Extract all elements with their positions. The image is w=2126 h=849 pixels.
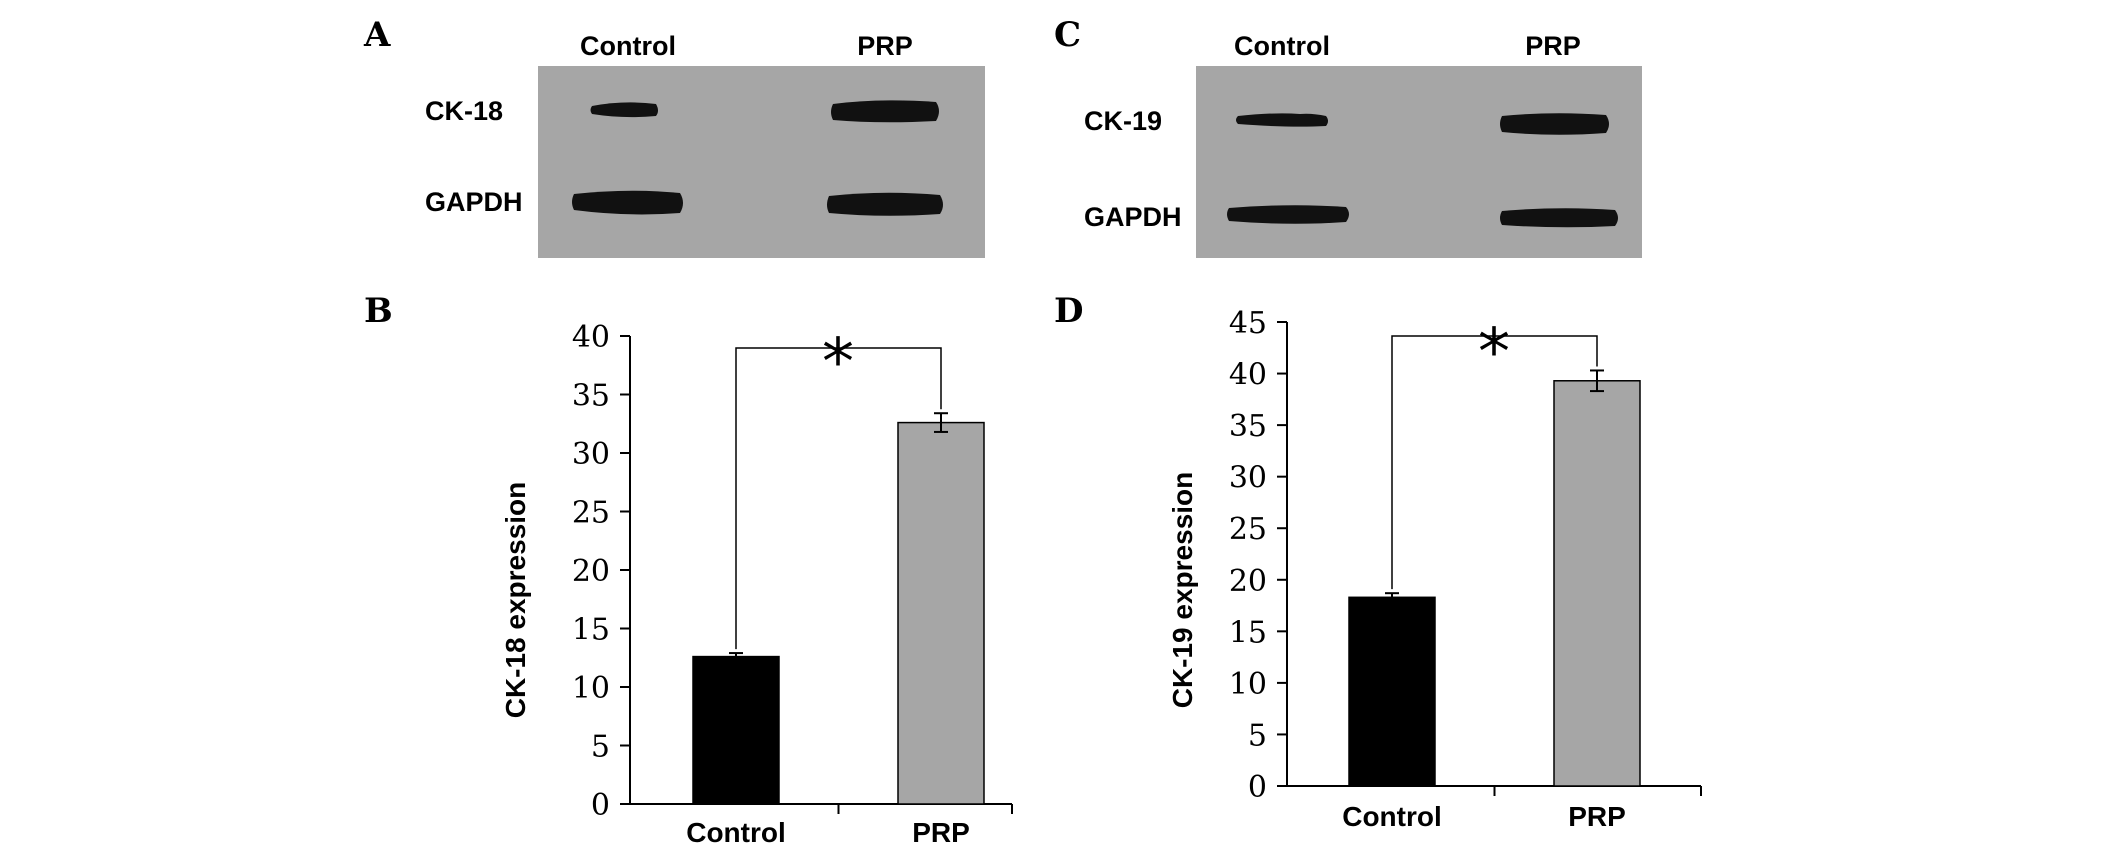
y-tick-label: 25 [572,496,610,531]
lane-label-prp: PRP [857,31,913,61]
y-tick-label: 35 [572,379,610,414]
y-tick-label: 40 [1229,358,1267,393]
panel-letter-c: C [1054,15,1081,55]
y-tick-label: 5 [1248,718,1267,753]
y-tick-label: 20 [572,554,610,589]
band-ck19-control [1236,113,1328,127]
x-tick-label: PRP [1568,801,1626,832]
y-tick-label: 25 [1229,512,1267,547]
y-tick-label: 10 [1229,667,1267,702]
band-ck18-control [590,102,658,118]
panel-letter-d: D [1054,291,1083,331]
blot-panel-a: A Control PRP CK-18 GAPDH [363,15,985,258]
y-tick-label: 15 [572,613,610,648]
significance-bracket [735,347,942,650]
blot-membrane [1196,66,1642,258]
y-tick-label: 20 [1229,564,1267,599]
panel-letter-a: A [363,15,391,55]
row-label-gapdh: GAPDH [1084,202,1182,232]
y-tick-label: 5 [591,730,610,765]
y-tick-label: 15 [1229,615,1267,650]
significance-star: * [822,326,854,400]
y-tick-label: 0 [591,788,610,823]
x-tick-label: Control [1342,801,1442,832]
x-tick-label: PRP [912,817,970,848]
band-ck19-prp [1500,113,1609,135]
band-gapdh-prp [827,192,943,216]
bar-chart-d: D 0 5 10 15 20 25 30 35 40 45 Control PRP * CK-19 exp… [1054,291,1702,832]
band-gapdh-prp [1500,208,1618,228]
blot-panel-c: C Control PRP CK-19 GAPDH [1054,15,1642,258]
y-tick-label: 0 [1248,770,1267,805]
y-axis-label: CK-18 expression [500,482,531,719]
y-tick-label: 45 [1229,306,1267,341]
significance-bracket [1391,335,1598,590]
y-tick-label: 10 [572,671,610,706]
band-gapdh-control [572,190,683,215]
bar-control [1348,596,1436,787]
band-gapdh-control [1227,205,1349,224]
y-tick-label: 30 [572,437,610,472]
y-tick-label: 40 [572,320,610,355]
bar-control [692,655,780,805]
lane-label-prp: PRP [1525,31,1581,61]
bar-prp [1553,380,1641,787]
x-tick-label: Control [686,817,786,848]
lane-label-control: Control [1234,31,1330,61]
y-tick-label: 30 [1229,461,1267,496]
row-label-gapdh: GAPDH [425,187,523,217]
row-label-ck19: CK-19 [1084,106,1162,136]
lane-label-control: Control [580,31,676,61]
y-axis-label: CK-19 expression [1167,472,1198,709]
bar-prp [897,421,985,805]
band-ck18-prp [831,100,939,123]
bar-chart-b: B 0 5 10 15 20 25 30 35 40 Control PRP * CK-18 expre… [364,291,1013,848]
blot-membrane [538,66,985,258]
row-label-ck18: CK-18 [425,96,503,126]
significance-star: * [1478,316,1510,390]
y-tick-label: 35 [1229,409,1267,444]
panel-letter-b: B [364,291,393,331]
